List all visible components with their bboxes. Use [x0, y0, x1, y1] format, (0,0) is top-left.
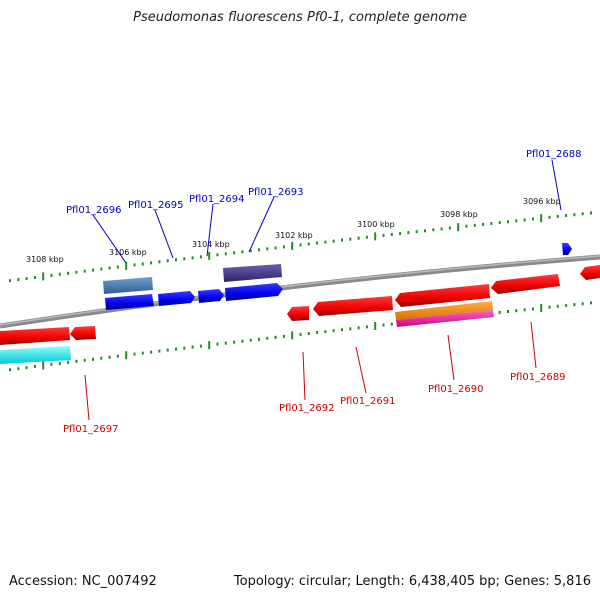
gene-feature-pfl01-2690-orange[interactable]	[395, 301, 493, 320]
leader-pfl01-2690	[447, 334, 455, 381]
gene-feature-pfl01-2694[interactable]	[198, 289, 224, 303]
gene-feature-pfl01-2696[interactable]	[105, 294, 154, 310]
gene-feature-pfl01-2690[interactable]	[396, 310, 494, 327]
gene-feature-pfl01-2697-red-small[interactable]	[70, 326, 96, 340]
leader-lines	[84, 159, 562, 421]
ruler-label-3100: 3100 kbp	[357, 220, 395, 229]
ruler-label-3096: 3096 kbp	[523, 197, 561, 206]
gene-feature-pfl01-2692[interactable]	[287, 306, 309, 321]
leader-pfl01-2691	[355, 346, 367, 394]
ruler-label-3104: 3104 kbp	[192, 240, 230, 249]
gene-feature-pfl01-2689[interactable]	[491, 274, 560, 294]
gene-feature-pfl01-2691[interactable]	[313, 296, 393, 316]
leader-pfl01-2695	[154, 209, 174, 259]
accession-text: Accession: NC_007492	[9, 574, 157, 589]
gene-feature-pfl01-2688[interactable]	[562, 243, 572, 255]
ruler-label-3106: 3106 kbp	[109, 248, 147, 257]
gene-label-pfl01-2693[interactable]: Pfl01_2693	[248, 187, 304, 198]
forward-strand-genes	[103, 243, 572, 310]
gene-label-pfl01-2695[interactable]: Pfl01_2695	[128, 200, 184, 211]
gene-label-pfl01-2688[interactable]: Pfl01_2688	[526, 149, 582, 160]
gene-label-pfl01-2696[interactable]: Pfl01_2696	[66, 205, 122, 216]
gene-feature-pfl01-2690-red[interactable]	[395, 284, 490, 307]
leader-pfl01-2696	[92, 214, 127, 264]
gene-feature-edge[interactable]	[580, 265, 600, 280]
ruler-label-3098: 3098 kbp	[440, 210, 478, 219]
reverse-strand-genes	[0, 265, 600, 364]
gene-label-pfl01-2697[interactable]: Pfl01_2697	[63, 424, 119, 435]
gene-label-pfl01-2694[interactable]: Pfl01_2694	[189, 194, 245, 205]
leader-pfl01-2688	[551, 159, 562, 211]
gene-feature-pfl01-2695[interactable]	[158, 291, 195, 306]
genome-summary-text: Topology: circular; Length: 6,438,405 bp…	[233, 574, 591, 589]
gene-feature-pfl01-2693-slate[interactable]	[223, 264, 282, 282]
gene-label-pfl01-2689[interactable]: Pfl01_2689	[510, 372, 566, 383]
genome-backbone-highlight	[0, 255, 600, 326]
ruler-label-3108: 3108 kbp	[26, 255, 64, 264]
leader-pfl01-2693	[248, 196, 275, 253]
leader-pfl01-2689	[530, 321, 537, 369]
leader-pfl01-2692	[302, 351, 306, 401]
leader-pfl01-2694	[206, 203, 214, 257]
gene-label-pfl01-2692[interactable]: Pfl01_2692	[279, 403, 335, 414]
map-title: Pseudomonas fluorescens Pf0-1, complete …	[133, 10, 467, 25]
gene-feature-pfl01-2693[interactable]	[225, 283, 283, 301]
gene-feature-pfl01-2696-steelblue[interactable]	[103, 277, 153, 294]
forward-ruler-ticks	[9, 211, 592, 283]
genome-backbone	[0, 254, 600, 329]
gene-label-pfl01-2690[interactable]: Pfl01_2690	[428, 384, 484, 395]
gene-label-pfl01-2691[interactable]: Pfl01_2691	[340, 396, 396, 407]
ruler-label-3102: 3102 kbp	[275, 231, 313, 240]
gene-feature-pfl01-2697-red[interactable]	[0, 327, 70, 345]
leader-pfl01-2697	[84, 374, 90, 421]
gene-feature-pfl01-2697[interactable]	[0, 346, 71, 364]
